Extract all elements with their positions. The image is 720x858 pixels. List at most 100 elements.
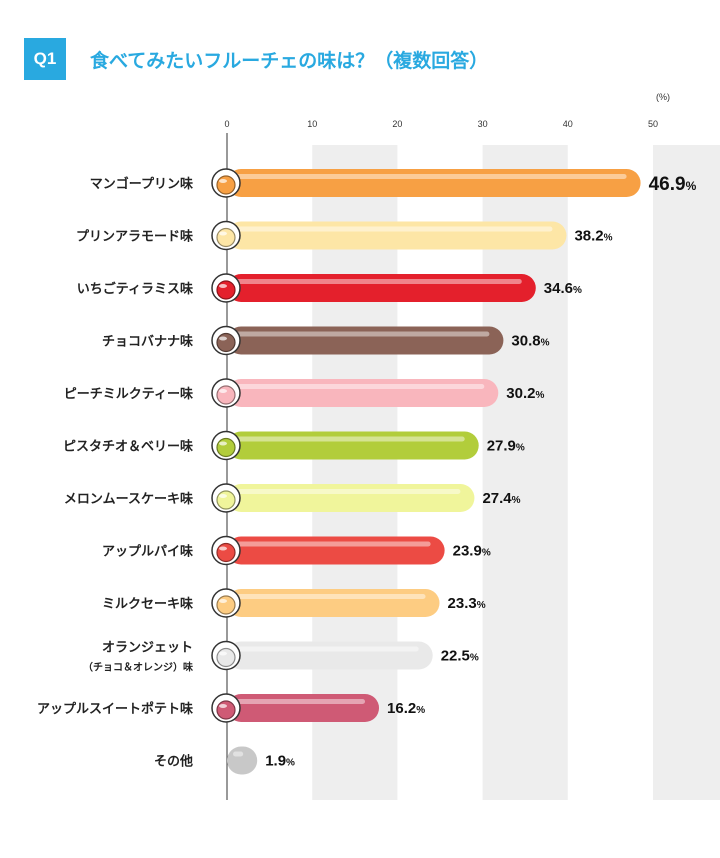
- category-label: チョコバナナ味: [102, 334, 193, 350]
- icon-shine: [219, 231, 227, 236]
- category-label: プリンアラモード味: [76, 229, 193, 245]
- category-label: オランジェット: [102, 641, 193, 656]
- peach-milk-tea-icon: [211, 378, 241, 408]
- bar-body: [227, 326, 504, 355]
- grid-band: [653, 145, 720, 800]
- value-label: 30.8%: [511, 333, 549, 350]
- bar-body: [227, 746, 258, 775]
- pistachio-berry-icon: [211, 430, 241, 461]
- grid-band: [482, 145, 568, 800]
- bar: [227, 694, 380, 722]
- category-label: ピスタチオ＆ベリー味: [63, 439, 193, 455]
- bar-body: [227, 379, 499, 407]
- choco-banana-icon: [211, 325, 241, 356]
- icon-fill: [216, 700, 236, 720]
- pudding-a-la-mode-icon: [211, 220, 241, 251]
- bar-body: [227, 431, 479, 460]
- x-tick-label: 10: [307, 119, 317, 129]
- icon-shine: [219, 284, 227, 288]
- x-tick-label: 40: [563, 119, 573, 129]
- icon-fill: [216, 542, 236, 563]
- x-tick-label: 50: [648, 119, 658, 129]
- category-sublabel: （チョコ＆オレンジ）味: [83, 661, 193, 674]
- x-tick-label: 20: [392, 119, 402, 129]
- value-label: 46.9%: [649, 174, 697, 195]
- value-label: 22.5%: [441, 648, 479, 665]
- bar: [227, 641, 433, 670]
- mango-pudding-icon: [211, 168, 241, 198]
- bar-highlight: [233, 436, 465, 442]
- bar-highlight: [233, 384, 485, 389]
- category-label: アップルスイートポテト味: [37, 701, 193, 717]
- bar: [227, 221, 567, 250]
- bar-highlight: [233, 331, 490, 337]
- icon-shine: [219, 704, 227, 708]
- question-badge: Q1: [24, 38, 66, 80]
- value-label: 34.6%: [544, 280, 582, 297]
- bar: [227, 379, 499, 407]
- bar-highlight: [233, 174, 627, 179]
- category-label: ピーチミルクティー味: [64, 386, 193, 402]
- strawberry-tiramisu-icon: [211, 273, 241, 303]
- header: Q1 食べてみたいフルーチェの味は？（複数回答）: [24, 38, 704, 80]
- grid-band: [312, 145, 398, 800]
- bar: [227, 746, 258, 775]
- icon-fill: [216, 332, 236, 353]
- icon-shine: [219, 599, 227, 603]
- bar-highlight: [233, 646, 419, 652]
- category-label: メロンムースケーキ味: [64, 491, 193, 507]
- orangette-icon: [211, 640, 241, 671]
- icon-fill: [216, 227, 236, 248]
- icon-fill: [216, 385, 236, 405]
- value-label: 27.9%: [487, 438, 525, 455]
- icon-shine: [219, 494, 227, 498]
- bar-highlight: [233, 594, 426, 599]
- bar-body: [227, 169, 641, 197]
- bar: [227, 536, 445, 565]
- x-tick-label: 0: [224, 119, 229, 129]
- bar: [227, 169, 641, 197]
- bar: [227, 326, 504, 355]
- value-label: 27.4%: [482, 490, 520, 507]
- category-label: その他: [154, 754, 193, 770]
- melon-mousse-cake-icon: [211, 483, 241, 513]
- value-label: 38.2%: [574, 228, 612, 245]
- apple-sweet-potato-icon: [211, 693, 241, 723]
- category-label: マンゴープリン味: [90, 176, 193, 192]
- value-label: 30.2%: [506, 385, 544, 402]
- bar-highlight: [233, 699, 366, 704]
- value-label: 23.3%: [448, 595, 486, 612]
- bar-highlight: [233, 751, 244, 757]
- icon-shine: [219, 389, 227, 393]
- icon-shine: [219, 179, 227, 183]
- bar-highlight: [233, 489, 461, 494]
- bar-body: [227, 536, 445, 565]
- milkshake-icon: [211, 588, 241, 618]
- icon-fill: [216, 647, 236, 668]
- icon-fill: [216, 280, 236, 300]
- bar-highlight: [233, 279, 522, 284]
- icon-shine: [219, 336, 227, 341]
- icon-shine: [219, 651, 227, 656]
- bar-body: [227, 694, 380, 722]
- bar-body: [227, 641, 433, 670]
- value-label: 1.9%: [265, 753, 295, 770]
- icon-fill: [216, 175, 236, 195]
- category-label: アップルパイ味: [102, 544, 193, 560]
- icon-shine: [219, 441, 227, 446]
- icon-fill: [216, 490, 236, 510]
- bar-body: [227, 221, 567, 250]
- apple-pie-icon: [211, 535, 241, 566]
- unit-label: (%): [656, 92, 670, 102]
- bar: [227, 589, 440, 617]
- chart-title: 食べてみたいフルーチェの味は？（複数回答）: [90, 50, 489, 72]
- bar: [227, 431, 479, 460]
- bar-body: [227, 274, 536, 302]
- category-label: ミルクセーキ味: [102, 596, 193, 612]
- bar: [227, 484, 475, 512]
- x-tick-label: 30: [478, 119, 488, 129]
- category-label: いちごティラミス味: [77, 281, 193, 297]
- icon-shine: [219, 546, 227, 551]
- bar-body: [227, 484, 475, 512]
